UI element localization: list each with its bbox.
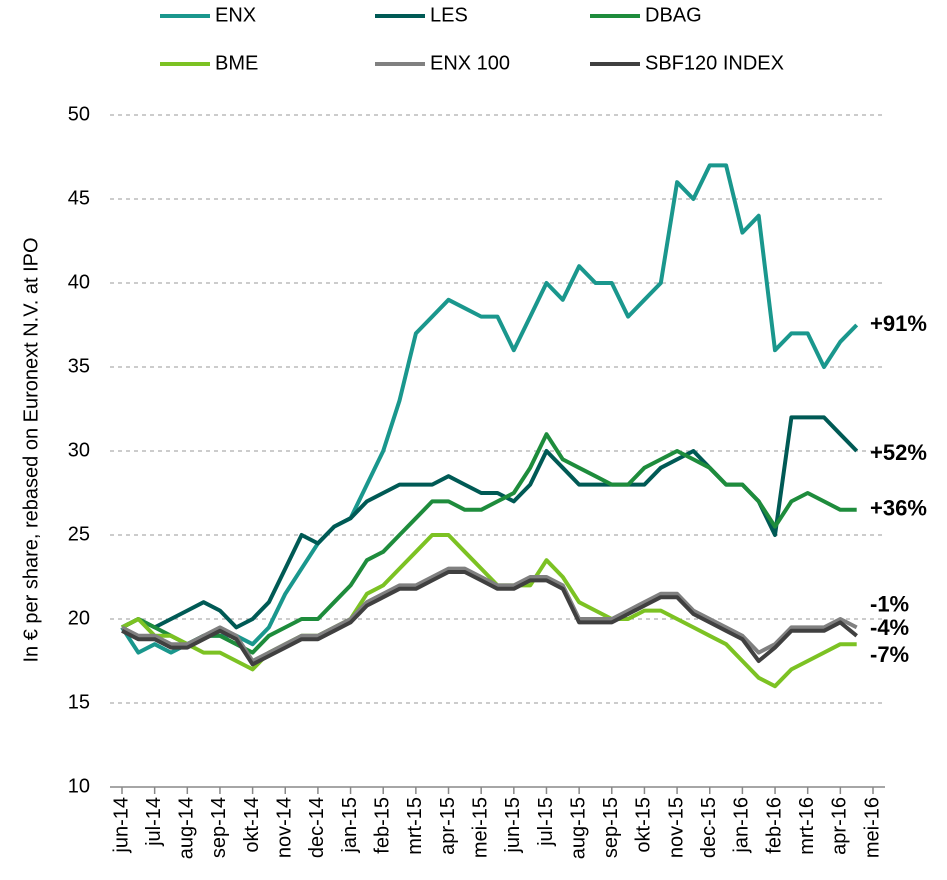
- x-tick-label: okt-14: [241, 797, 263, 853]
- x-tick-label: jul-15: [535, 797, 557, 847]
- y-tick-label: 20: [68, 607, 90, 629]
- x-tick-label: feb-16: [763, 797, 785, 854]
- y-tick-label: 30: [68, 439, 90, 461]
- x-tick-label: jan-15: [339, 797, 361, 854]
- x-tick-label: apr-15: [437, 797, 459, 855]
- x-tick-label: mrt-15: [404, 797, 426, 855]
- y-tick-label: 15: [68, 691, 90, 713]
- legend-label: BME: [215, 52, 258, 74]
- x-tick-label: jul-14: [143, 797, 165, 847]
- y-tick-label: 35: [68, 355, 90, 377]
- y-tick-label: 45: [68, 187, 90, 209]
- x-tick-label: dec-14: [306, 797, 328, 858]
- x-tick-label: jun-15: [502, 797, 524, 854]
- x-tick-label: jun-14: [110, 797, 132, 854]
- x-tick-label: aug-14: [176, 797, 198, 859]
- x-tick-label: dec-15: [698, 797, 720, 858]
- end-label: +91%: [870, 311, 927, 336]
- legend-label: ENX: [215, 4, 256, 26]
- legend-label: SBF120 INDEX: [645, 52, 784, 74]
- x-tick-label: sep-15: [600, 797, 622, 858]
- x-tick-label: mei-15: [469, 797, 491, 858]
- legend-label: DBAG: [645, 4, 702, 26]
- x-tick-label: mrt-16: [796, 797, 818, 855]
- x-tick-label: sep-14: [208, 797, 230, 858]
- y-tick-label: 40: [68, 271, 90, 293]
- series-line: [121, 533, 857, 689]
- series-line: [121, 432, 857, 655]
- legend-label: ENX 100: [430, 52, 510, 74]
- x-tick-label: feb-15: [371, 797, 393, 854]
- x-tick-label: jan-16: [731, 797, 753, 854]
- end-label: -4%: [870, 615, 909, 640]
- end-label: +36%: [870, 496, 927, 521]
- x-tick-label: nov-14: [274, 797, 296, 858]
- x-tick-label: okt-15: [633, 797, 655, 853]
- x-tick-label: nov-15: [665, 797, 687, 858]
- x-tick-label: aug-15: [567, 797, 589, 859]
- x-tick-label: mei-16: [861, 797, 883, 858]
- series-line: [121, 415, 859, 630]
- y-tick-label: 50: [68, 103, 90, 125]
- end-label: -7%: [870, 642, 909, 667]
- end-label: +52%: [870, 440, 927, 465]
- series-line: [120, 163, 859, 655]
- y-axis-label: In € per share, rebased on Euronext N.V.…: [20, 237, 42, 662]
- x-tick-label: apr-16: [829, 797, 851, 855]
- y-tick-label: 10: [68, 775, 90, 797]
- legend-label: LES: [430, 4, 468, 26]
- end-label: -1%: [870, 591, 909, 616]
- series-line: [121, 570, 858, 667]
- y-tick-label: 25: [68, 523, 90, 545]
